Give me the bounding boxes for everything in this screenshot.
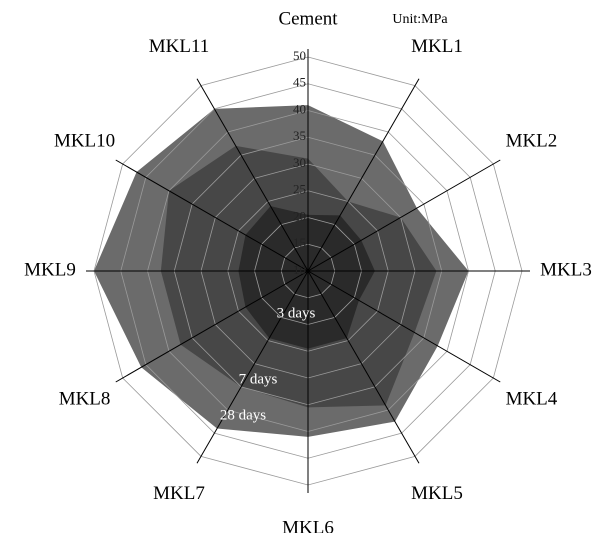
category-label: MKL5: [411, 483, 463, 504]
r-tick-label: 10: [293, 262, 306, 277]
category-label: MKL9: [24, 259, 76, 280]
r-tick-label: 20: [293, 208, 306, 223]
category-label: MKL4: [506, 388, 558, 409]
spoke: [196, 78, 309, 272]
category-label: MKL7: [153, 483, 205, 504]
category-label: MKL11: [149, 36, 210, 57]
r-tick-label: 15: [293, 235, 306, 250]
r-tick-label: 25: [293, 182, 306, 197]
category-label: MKL1: [411, 36, 463, 57]
category-label: MKL10: [54, 130, 115, 151]
series-label: 28 days: [220, 407, 266, 423]
spoke: [307, 270, 501, 383]
r-tick-label: 30: [293, 155, 306, 170]
category-label: MKL6: [282, 517, 334, 533]
spoke: [196, 270, 309, 464]
category-label: Cement: [278, 8, 338, 29]
unit-annotation: Unit:MPa: [392, 12, 448, 27]
category-label: MKL3: [540, 259, 592, 280]
spoke: [307, 270, 420, 464]
series-label: 7 days: [239, 371, 278, 387]
category-label: MKL8: [59, 388, 111, 409]
spoke: [115, 159, 309, 272]
r-tick-label: 40: [293, 101, 306, 116]
series-area: [238, 206, 375, 349]
r-tick-label: 50: [293, 48, 306, 63]
r-tick-label: 45: [293, 75, 306, 90]
spoke: [307, 159, 501, 272]
spoke: [307, 78, 420, 272]
spoke: [115, 270, 309, 383]
series-label: 3 days: [277, 305, 316, 321]
category-label: MKL2: [506, 130, 558, 151]
r-tick-label: 35: [293, 128, 306, 143]
